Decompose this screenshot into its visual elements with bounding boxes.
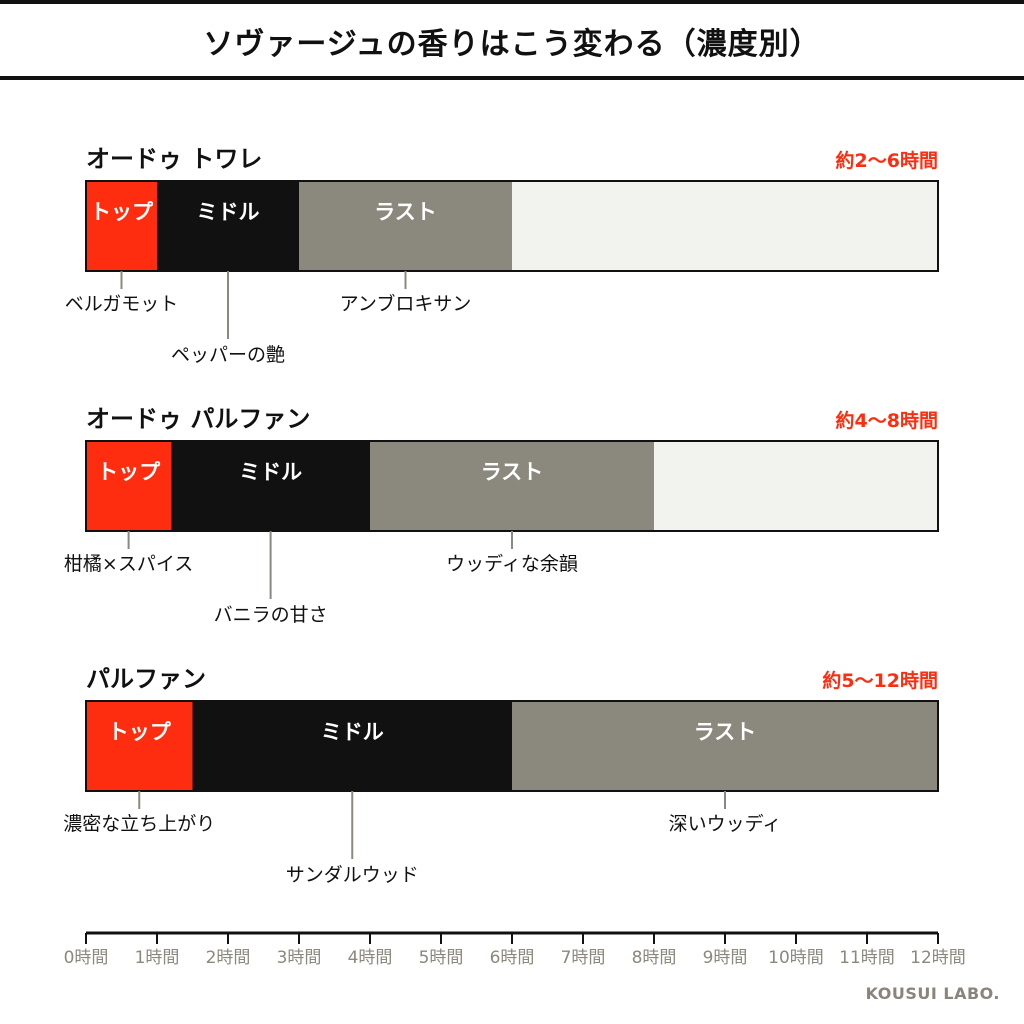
title-top-rule [0, 0, 1024, 4]
annotation-label: ウッディな余韻 [446, 553, 578, 575]
bar-segment [86, 701, 193, 791]
annotation-label: ベルガモット [65, 293, 178, 315]
bar-segment [654, 441, 938, 531]
row-duration: 約4〜8時間 [836, 409, 938, 432]
segment-label: ミドル [321, 720, 384, 744]
x-tick-label: 1時間 [135, 948, 180, 968]
row-name: オードゥ トワレ [86, 145, 262, 173]
bar-outline [85, 700, 939, 792]
bar-segment [192, 701, 512, 791]
x-tick-label: 9時間 [703, 948, 748, 968]
x-tick-label: 11時間 [839, 948, 895, 968]
bar-outline [85, 180, 939, 272]
annotation-label: ペッパーの艶 [171, 344, 285, 366]
annotation-label: 柑橘×スパイス [64, 553, 193, 575]
chart-title: ソヴァージュの香りはこう変わる（濃度別） [203, 27, 821, 62]
x-tick-label: 8時間 [632, 948, 677, 968]
x-tick-label: 5時間 [419, 948, 464, 968]
annotation-label: 濃密な立ち上がり [63, 813, 215, 835]
segment-label: トップ [97, 460, 161, 484]
bar-segment [171, 441, 370, 531]
segment-label: ラスト [374, 200, 437, 224]
annotation-label: 深いウッディ [669, 813, 782, 835]
segment-label: トップ [108, 720, 172, 744]
bar-segment [86, 441, 172, 531]
segment-label: ミドル [239, 460, 302, 484]
x-tick-label: 2時間 [206, 948, 251, 968]
annotation-label: サンダルウッド [286, 864, 419, 886]
x-tick-label: 0時間 [64, 948, 109, 968]
x-tick-label: 6時間 [490, 948, 535, 968]
x-tick-label: 3時間 [277, 948, 322, 968]
title-bottom-rule [0, 76, 1024, 80]
x-tick-label: 4時間 [348, 948, 393, 968]
bar-segment [86, 181, 157, 271]
segment-label: トップ [90, 200, 154, 224]
x-tick-label: 12時間 [910, 948, 966, 968]
bar-segment [299, 181, 512, 271]
row-name: パルファン [86, 665, 206, 693]
segment-label: ラスト [694, 720, 757, 744]
annotation-label: アンブロキサン [340, 292, 472, 315]
annotation-label: バニラの甘さ [214, 604, 328, 626]
bar-segment [512, 181, 938, 271]
bar-segment [370, 441, 654, 531]
bar-segment [512, 701, 938, 791]
segment-label: ミドル [197, 200, 260, 224]
bar-segment [157, 181, 299, 271]
row-duration: 約2〜6時間 [836, 149, 938, 172]
x-tick-label: 10時間 [768, 948, 824, 968]
row-name: オードゥ パルファン [86, 405, 310, 433]
row-duration: 約5〜12時間 [822, 669, 938, 692]
x-tick-label: 7時間 [561, 948, 606, 968]
segment-label: ラスト [481, 460, 544, 484]
brand-logo: KOUSUI LABO. [865, 984, 1000, 1003]
